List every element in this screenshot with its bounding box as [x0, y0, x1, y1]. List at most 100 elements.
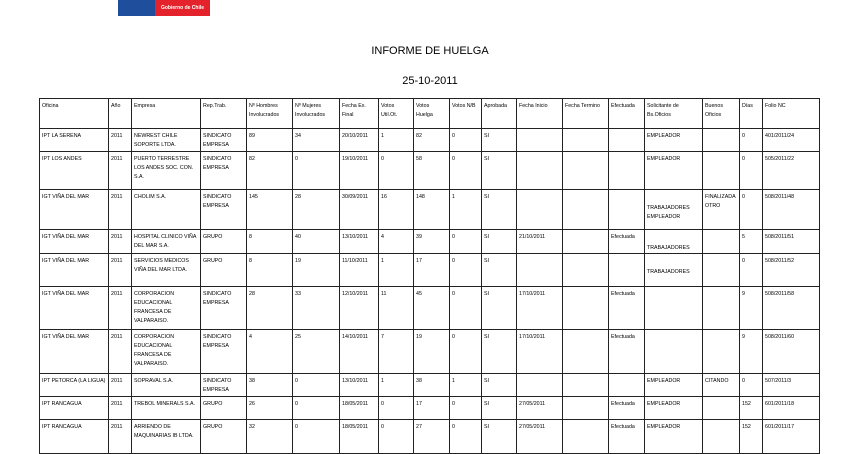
table-cell: IGT VIÑA DEL MAR	[39, 229, 109, 254]
table-cell	[702, 151, 740, 190]
table-cell	[562, 253, 609, 287]
table-cell: 601/2011/17	[762, 419, 820, 454]
table-row: IGT VIÑA DEL MAR 2011 CHOLIM S.A. SINDICATO…	[39, 189, 820, 230]
column-header: Días	[739, 98, 763, 129]
table-cell: 2011	[108, 253, 132, 287]
table-cell	[516, 151, 563, 190]
table-cell: 0	[378, 419, 414, 454]
table-cell: IGT VIÑA DEL MAR	[39, 329, 109, 374]
column-header: Fecha Inicio	[516, 98, 563, 129]
table-cell: 45	[413, 286, 450, 330]
column-header: Buenos Oficios	[702, 98, 740, 129]
table-cell: 2011	[108, 151, 132, 190]
table-cell: 601/2011/18	[762, 396, 820, 420]
table-cell: IGT VIÑA DEL MAR	[39, 286, 109, 330]
table-row: IGT VIÑA DEL MAR 2011 CORPORACION EDUCACIO…	[39, 329, 820, 374]
table-cell: SI	[481, 229, 517, 254]
table-cell	[516, 253, 563, 287]
strike-report-table: Oficina Año Empresa Rep.Trab. Nº Hombres Inv…	[39, 98, 820, 454]
column-header: Votos Util.Ot.	[378, 98, 414, 129]
table-cell: 21/10/2011	[516, 229, 563, 254]
table-cell	[702, 286, 740, 330]
table-cell: Efectuada	[608, 419, 645, 454]
table-cell	[608, 151, 645, 190]
column-header: Votos N/B	[449, 98, 482, 129]
column-header: Fecha Termino	[562, 98, 609, 129]
table-cell: SI	[481, 419, 517, 454]
table-cell: 7	[378, 329, 414, 374]
table-cell	[608, 373, 645, 397]
table-cell: SI	[481, 253, 517, 287]
table-cell: 18/05/2011	[339, 419, 379, 454]
table-cell: 508/2011/51	[762, 229, 820, 254]
table-cell: SI	[481, 189, 517, 230]
table-cell	[562, 373, 609, 397]
table-cell: 505/2011/22	[762, 151, 820, 190]
table-cell: 0	[449, 253, 482, 287]
table-row: IGT VIÑA DEL MAR 2011 SERVICIOS MEDICOS VI…	[39, 253, 820, 287]
table-cell: IPT PETORCA (LA LIGUA)	[39, 373, 109, 397]
table-cell: SINDICATO EMPRESA	[200, 329, 247, 374]
table-cell: 39	[413, 229, 450, 254]
table-cell: 0	[449, 286, 482, 330]
table-cell	[702, 253, 740, 287]
table-cell	[644, 286, 703, 330]
table-cell: SOPRAVAL S.A.	[131, 373, 201, 397]
table-cell: CORPORACION EDUCACIONAL FRANCESA DE VALP…	[131, 329, 201, 374]
table-cell: IPT RANCAGUA	[39, 396, 109, 420]
table-cell: 38	[246, 373, 293, 397]
table-cell: GRUPO	[200, 253, 247, 287]
table-cell: 2011	[108, 419, 132, 454]
table-cell: 0	[292, 396, 340, 420]
table-cell: 2011	[108, 396, 132, 420]
table-cell: 17/10/2011	[516, 286, 563, 330]
table-cell	[562, 396, 609, 420]
table-cell	[562, 128, 609, 152]
table-cell: 17	[413, 253, 450, 287]
table-cell: Efectuada	[608, 329, 645, 374]
table-cell: 20/10/2011	[339, 128, 379, 152]
table-cell: 152	[739, 396, 763, 420]
table-cell: 18/05/2011	[339, 396, 379, 420]
table-cell: PUERTO TERRESTRE LOS ANDES SOC. CON. S.A…	[131, 151, 201, 190]
table-cell: 0	[292, 373, 340, 397]
table-cell: 13/10/2011	[339, 373, 379, 397]
table-cell	[562, 189, 609, 230]
table-cell	[702, 419, 740, 454]
table-cell: 14/10/2011	[339, 329, 379, 374]
table-cell: 2011	[108, 373, 132, 397]
table-cell: 17	[413, 396, 450, 420]
table-cell: 12/10/2011	[339, 286, 379, 330]
table-cell: 82	[413, 128, 450, 152]
table-cell: GRUPO	[200, 396, 247, 420]
table-cell: SINDICATO EMPRESA	[200, 286, 247, 330]
table-cell: 4	[246, 329, 293, 374]
table-cell: 17/10/2011	[516, 329, 563, 374]
table-cell: 0	[292, 151, 340, 190]
table-cell: SI	[481, 373, 517, 397]
column-header: Oficina	[39, 98, 109, 129]
table-cell	[702, 128, 740, 152]
column-header: Nº Mujeres Involucrados	[292, 98, 340, 129]
table-cell: EMPLEADOR	[644, 419, 703, 454]
table-cell: 27	[413, 419, 450, 454]
logo-text: Gobierno de Chile	[155, 0, 210, 16]
report-date: 25-10-2011	[402, 75, 458, 87]
table-cell: 508/2011/58	[762, 286, 820, 330]
table-cell: 19/10/2011	[339, 151, 379, 190]
table-cell: 82	[246, 151, 293, 190]
table-cell: 27/05/2011	[516, 419, 563, 454]
column-header: Nº Hombres Involucrados	[246, 98, 293, 129]
table-cell: GRUPO	[200, 229, 247, 254]
table-row: IPT PETORCA (LA LIGUA) 2011 SOPRAVAL S.A. S…	[39, 373, 820, 397]
table-cell: SI	[481, 396, 517, 420]
table-cell	[516, 373, 563, 397]
table-cell: 28	[292, 189, 340, 230]
table-cell: 26	[246, 396, 293, 420]
table-header-row: Oficina Año Empresa Rep.Trab. Nº Hombres Inv…	[39, 98, 820, 129]
table-cell	[702, 329, 740, 374]
table-cell: 8	[246, 253, 293, 287]
table-cell: 5	[739, 229, 763, 254]
table-row: IPT RANCAGUA 2011 TREBOL MINERALS S.A. GRUP…	[39, 396, 820, 420]
table-cell: 2011	[108, 286, 132, 330]
